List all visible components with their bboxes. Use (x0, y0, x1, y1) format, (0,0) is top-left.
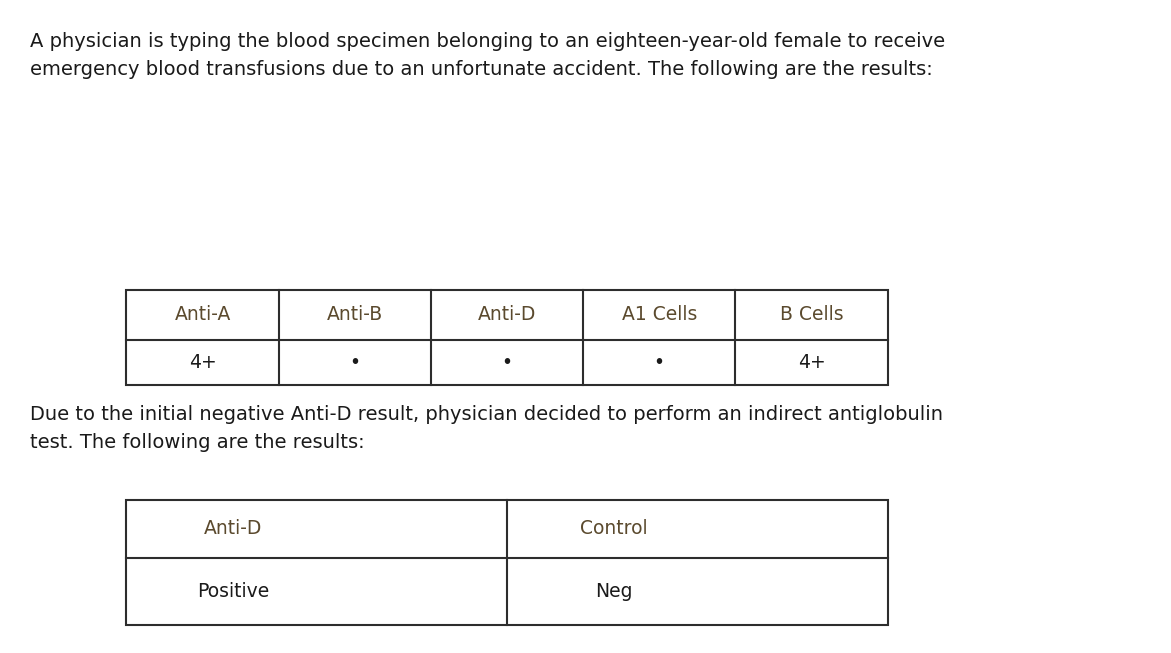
Text: Anti-A: Anti-A (174, 306, 231, 325)
Text: Anti-B: Anti-B (327, 306, 383, 325)
Bar (126, 500, 888, 625)
Text: Due to the initial negative Anti-D result, physician decided to perform an indir: Due to the initial negative Anti-D resul… (30, 405, 943, 424)
Text: A physician is typing the blood specimen belonging to an eighteen-year-old femal: A physician is typing the blood specimen… (30, 32, 945, 51)
Text: 4+: 4+ (797, 353, 826, 372)
Text: emergency blood transfusions due to an unfortunate accident. The following are t: emergency blood transfusions due to an u… (30, 60, 933, 79)
Text: Control: Control (580, 520, 648, 539)
Text: Anti-D: Anti-D (478, 306, 536, 325)
Bar (126, 290, 888, 385)
Text: Neg: Neg (595, 582, 632, 601)
Text: •: • (653, 353, 665, 372)
Text: •: • (349, 353, 361, 372)
Text: test. The following are the results:: test. The following are the results: (30, 433, 364, 452)
Text: Anti-D: Anti-D (204, 520, 262, 539)
Text: 4+: 4+ (189, 353, 217, 372)
Text: Positive: Positive (197, 582, 269, 601)
Text: •: • (501, 353, 513, 372)
Text: B Cells: B Cells (780, 306, 843, 325)
Text: A1 Cells: A1 Cells (622, 306, 697, 325)
